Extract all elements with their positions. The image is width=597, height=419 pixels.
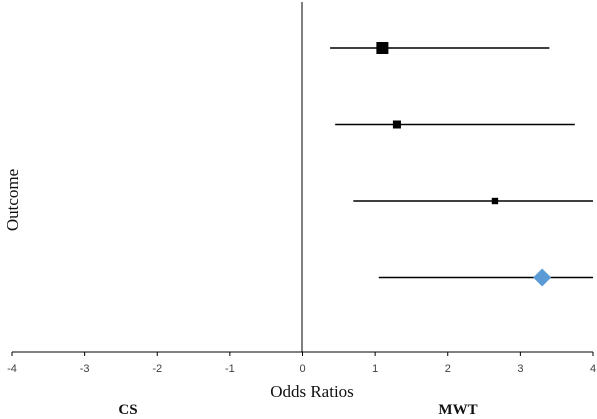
right-group-label: MWT (438, 402, 477, 418)
x-tick-labels: -4 -3 -2 -1 0 1 2 3 4 (7, 363, 596, 375)
left-group-label: CS (118, 402, 137, 418)
x-tick-label: -4 (7, 363, 17, 375)
y-axis-title: Outcome (3, 169, 22, 231)
x-tick-label: 1 (372, 363, 378, 375)
x-tick-label: 4 (590, 363, 596, 375)
x-tick-label: 3 (517, 363, 523, 375)
x-tick-label: -1 (225, 363, 235, 375)
x-tick-label: -2 (152, 363, 162, 375)
point-estimate-marker (392, 120, 401, 129)
x-tick-label: 2 (445, 363, 451, 375)
x-tick-label: 0 (299, 363, 305, 375)
point-estimate-marker (491, 197, 499, 205)
x-tick-marks (11, 352, 594, 356)
forest-rows (330, 42, 593, 287)
point-estimate-marker (376, 42, 389, 54)
x-tick-label: -3 (80, 363, 90, 375)
summary-diamond-marker (533, 268, 552, 287)
x-axis-title: Odds Ratios (270, 382, 354, 401)
